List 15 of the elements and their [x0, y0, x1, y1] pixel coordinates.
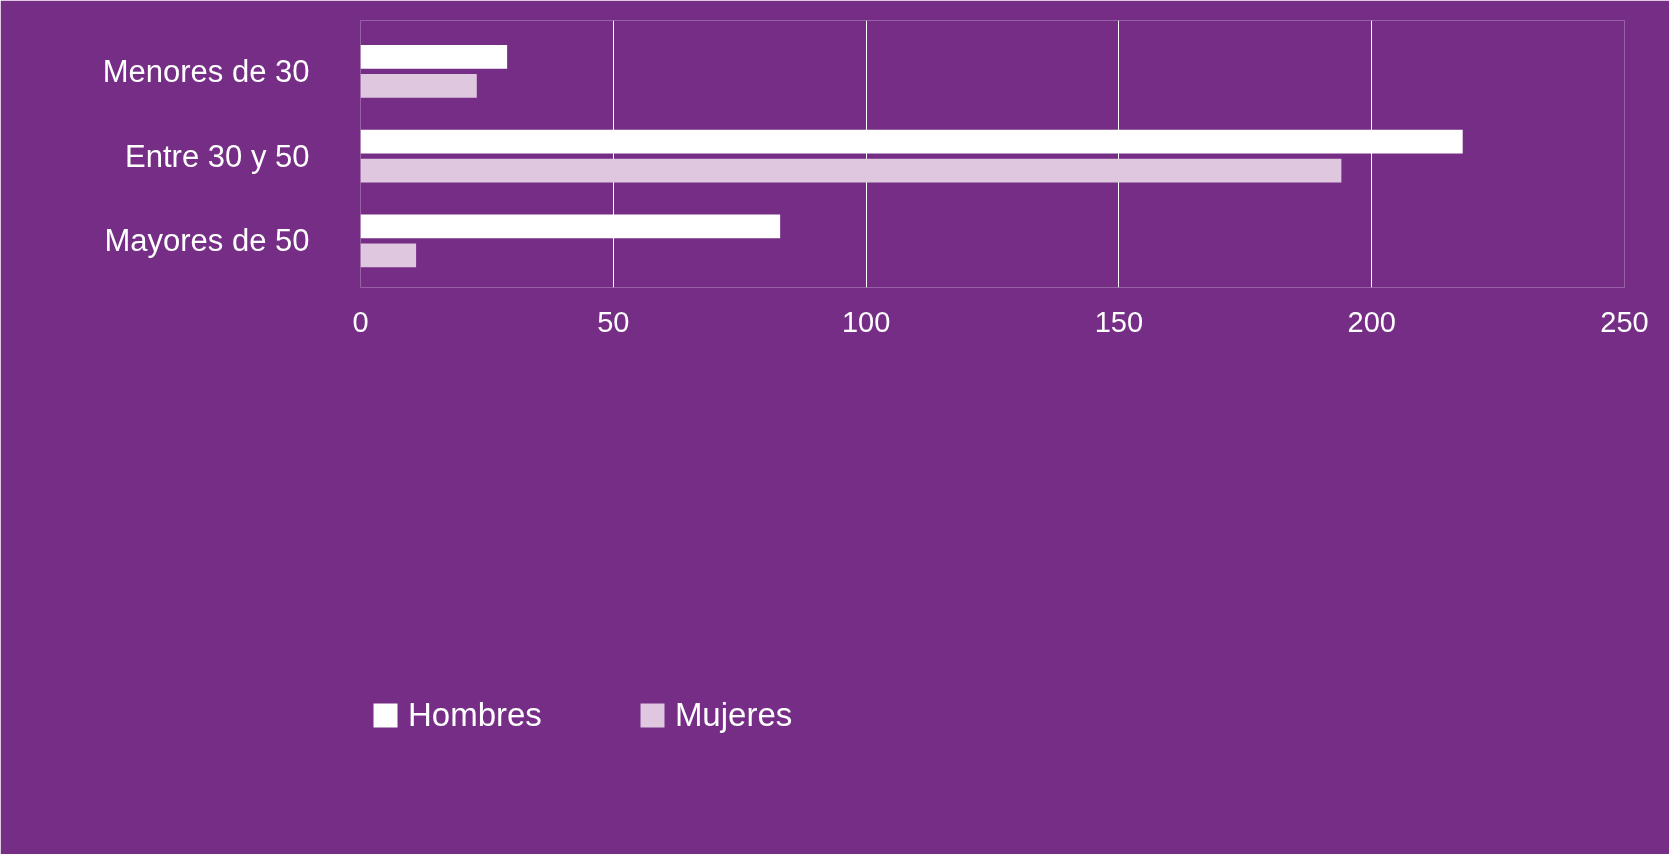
bar [360, 73, 477, 98]
x-tick-label: 100 [841, 305, 891, 338]
x-tick-label: 200 [1347, 305, 1396, 338]
y-tick-label: Entre 30 y 50 [125, 138, 310, 174]
bar [360, 243, 417, 268]
y-tick-label: Mayores de 50 [104, 223, 310, 259]
x-tick-label: 0 [352, 305, 369, 338]
legend-label: Hombres [408, 695, 542, 734]
legend-label: Mujeres [674, 695, 793, 734]
x-tick-label: 50 [597, 305, 630, 338]
x-tick-label: 150 [1094, 305, 1144, 338]
bar [360, 158, 1342, 183]
x-tick-label: 250 [1600, 305, 1649, 338]
y-tick-label: Menores de 30 [102, 53, 310, 89]
bar [360, 45, 508, 69]
